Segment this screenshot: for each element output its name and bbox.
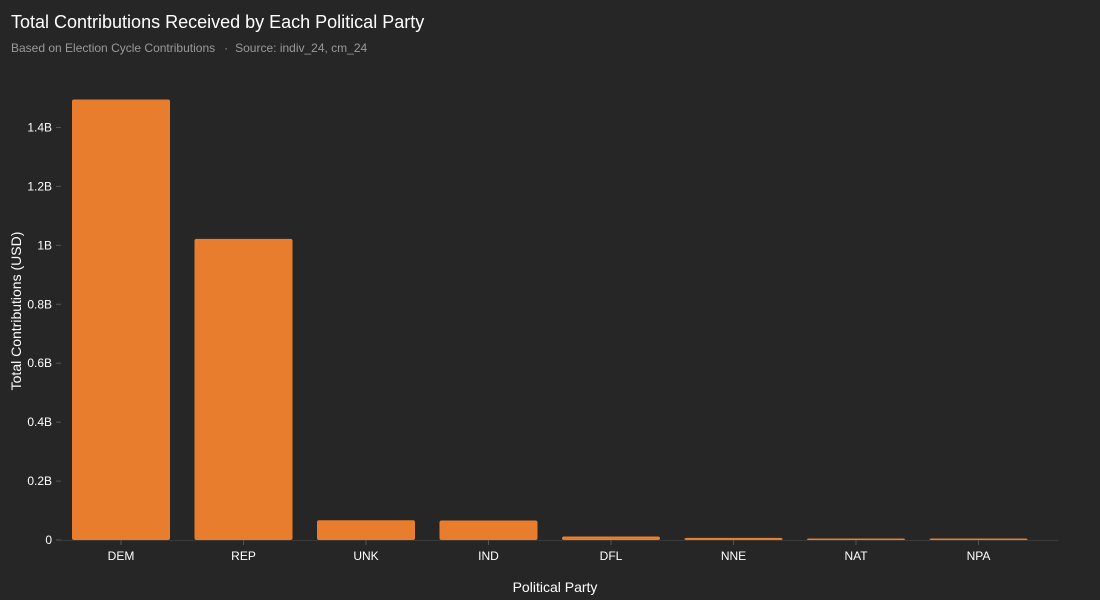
- y-tick-label: 0.6B: [27, 356, 52, 370]
- y-tick-label: 1.2B: [27, 179, 52, 193]
- subtitle-separator: ·: [224, 41, 229, 55]
- x-tick-label: UNK: [353, 549, 378, 563]
- x-tick-label: IND: [478, 549, 499, 563]
- x-tick-label: DFL: [600, 549, 623, 563]
- x-axis-title: Political Party: [513, 579, 598, 595]
- y-tick-label: 1.4B: [27, 120, 52, 134]
- y-tick-label: 0.8B: [27, 297, 52, 311]
- y-tick-label: 0.4B: [27, 415, 52, 429]
- x-axis: DEM REP UNK IND DFL NNE NAT NPA: [61, 540, 1058, 563]
- bar-dem[interactable]: [72, 99, 170, 541]
- source-text: Source: indiv_24, cm_24: [235, 41, 368, 55]
- y-tick-label: 0: [45, 533, 52, 547]
- x-tick-label: DEM: [108, 549, 135, 563]
- bar-nat[interactable]: [807, 538, 905, 541]
- subtitle-text: Based on Election Cycle Contributions: [11, 41, 216, 55]
- chart-subtitle: Based on Election Cycle Contributions · So…: [11, 41, 367, 55]
- bar-dfl[interactable]: [562, 536, 660, 540]
- bars-group: [72, 99, 1028, 541]
- x-tick-label: NPA: [967, 549, 991, 563]
- x-tick-label: NNE: [721, 549, 746, 563]
- x-tick-label: REP: [231, 549, 256, 563]
- y-tick-label: 0.2B: [27, 474, 52, 488]
- bar-rep[interactable]: [194, 238, 293, 541]
- y-axis: 0 0.2B 0.4B 0.6B 0.8B 1B 1.2B 1.4B: [27, 120, 61, 547]
- bar-nne[interactable]: [684, 537, 783, 540]
- chart-title: Total Contributions Received by Each Pol…: [11, 12, 425, 32]
- bar-ind[interactable]: [439, 520, 538, 540]
- x-tick-label: NAT: [844, 549, 868, 563]
- y-axis-title: Total Contributions (USD): [8, 232, 24, 391]
- y-tick-label: 1B: [37, 238, 52, 252]
- bar-npa[interactable]: [929, 538, 1028, 541]
- bar-unk[interactable]: [317, 520, 415, 540]
